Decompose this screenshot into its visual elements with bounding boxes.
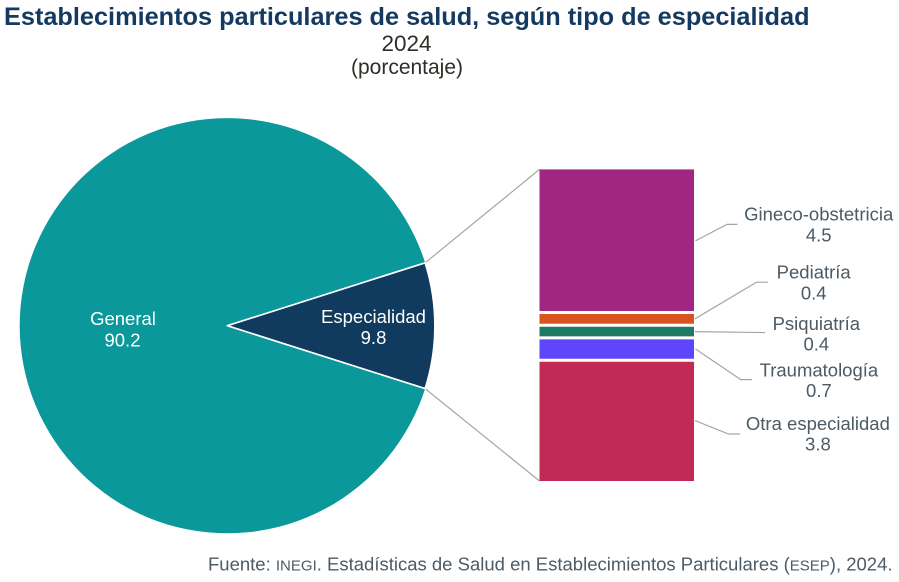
svg-text:0.4: 0.4 [803, 334, 829, 355]
svg-text:(porcentaje): (porcentaje) [351, 56, 463, 79]
svg-text:Otra especialidad: Otra especialidad [746, 413, 890, 434]
svg-text:Gineco-obstetricia: Gineco-obstetricia [744, 204, 894, 225]
svg-text:Traumatología: Traumatología [760, 359, 879, 380]
svg-text:9.8: 9.8 [361, 327, 387, 348]
svg-text:4.5: 4.5 [806, 225, 832, 246]
svg-text:2024: 2024 [381, 31, 431, 56]
svg-text:Fuente: INEGI. Estadísticas de: Fuente: INEGI. Estadísticas de Salud en … [208, 553, 893, 574]
svg-text:Pediatría: Pediatría [777, 262, 852, 283]
svg-text:90.2: 90.2 [104, 330, 140, 351]
svg-text:3.8: 3.8 [805, 434, 831, 455]
svg-text:Establecimientos particulares: Establecimientos particulares de salud, … [4, 3, 810, 31]
svg-text:0.4: 0.4 [801, 282, 827, 303]
svg-text:Especialidad: Especialidad [321, 306, 426, 327]
svg-text:0.7: 0.7 [806, 380, 832, 401]
svg-text:General: General [90, 308, 156, 329]
svg-text:Psiquiatría: Psiquiatría [773, 313, 861, 334]
